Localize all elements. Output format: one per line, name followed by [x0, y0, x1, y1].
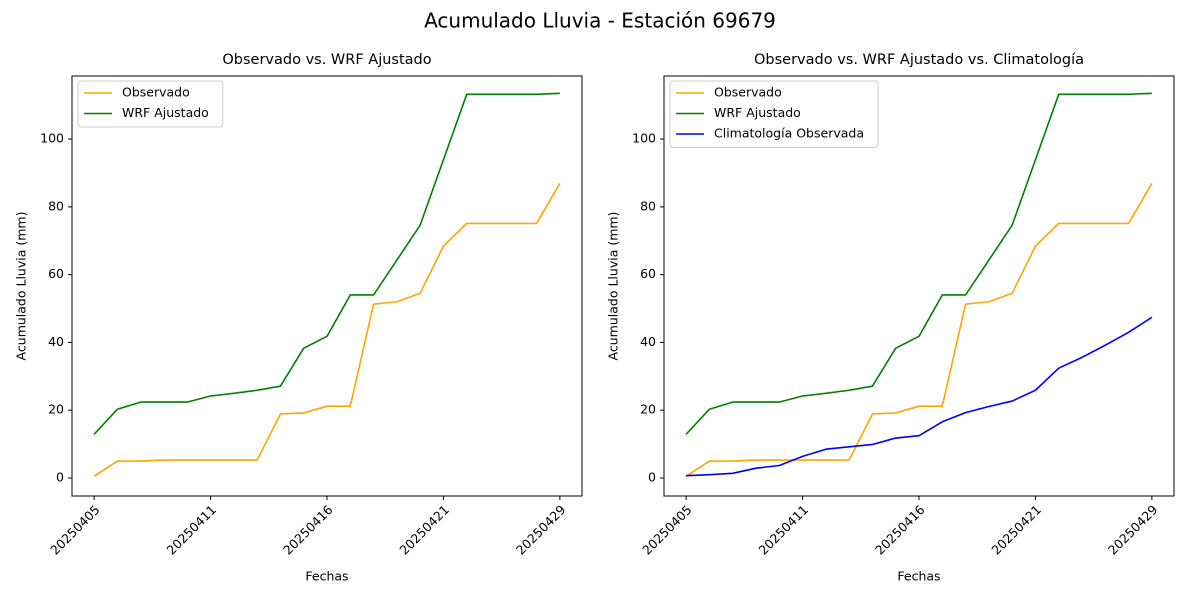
x-axis-label: Fechas: [305, 569, 348, 584]
figure-title: Acumulado Lluvia - Estación 69679: [424, 9, 776, 33]
y-tick-label: 40: [48, 334, 64, 349]
axes-frame: [663, 75, 1175, 497]
y-tick-label: 80: [48, 198, 64, 213]
series-line: [685, 92, 1152, 435]
legend-label: WRF Ajustado: [714, 105, 801, 120]
series-line: [93, 183, 561, 478]
x-axis-label: Fechas: [897, 569, 940, 584]
legend-frame: [669, 80, 879, 148]
legend-label: Climatología Observada: [714, 126, 864, 141]
legend-label: Observado: [714, 85, 782, 100]
legend-frame: [77, 80, 224, 128]
y-axis-label: Acumulado Lluvia (mm): [606, 212, 621, 361]
chart-title: Observado vs. WRF Ajustado vs. Climatolo…: [754, 52, 1084, 68]
y-tick-label: 80: [640, 198, 656, 213]
legend: Observado WRF Ajustado Climatología Observ…: [669, 80, 879, 148]
y-tick-label: 60: [48, 266, 64, 281]
y-tick-label: 40: [640, 334, 656, 349]
series-line: [685, 183, 1153, 478]
legend: Observado WRF Ajustado: [77, 80, 224, 128]
y-tick-label: 20: [48, 402, 64, 417]
legend-label: Observado: [122, 85, 190, 100]
y-tick-label: 60: [640, 266, 656, 281]
y-tick-label: 20: [640, 402, 656, 417]
chart-title: Observado vs. WRF Ajustado: [222, 52, 431, 68]
y-tick-label: 100: [632, 131, 656, 146]
legend-label: WRF Ajustado: [122, 105, 209, 120]
y-tick-label: 0: [648, 470, 656, 485]
series-line: [686, 316, 1153, 477]
y-tick-label: 0: [56, 470, 64, 485]
axes-frame: [71, 75, 583, 497]
y-tick-label: 100: [40, 131, 64, 146]
y-axis-label: Acumulado Lluvia (mm): [14, 212, 29, 361]
series-line: [93, 92, 560, 435]
